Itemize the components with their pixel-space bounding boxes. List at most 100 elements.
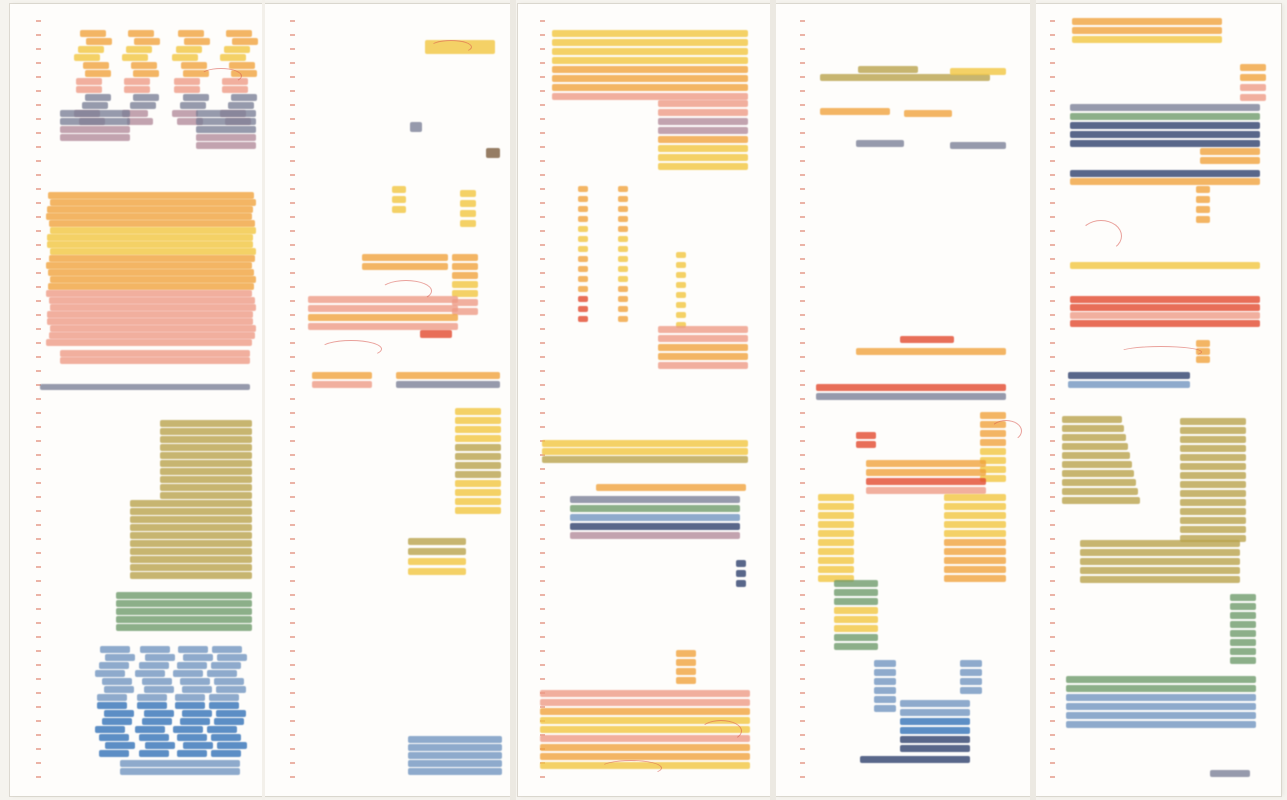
colour-stroke [1062, 425, 1124, 432]
colour-stroke [60, 134, 130, 141]
grid-tick-mark [36, 580, 41, 582]
grid-tick-mark [290, 202, 295, 204]
colour-stroke [80, 30, 106, 37]
colour-stroke [116, 608, 252, 615]
colour-stroke [99, 750, 130, 757]
grid-tick-mark [800, 174, 805, 176]
colour-stroke [542, 456, 748, 463]
colour-stroke [138, 662, 169, 669]
colour-stroke [874, 696, 896, 703]
grid-tick-mark [290, 328, 295, 330]
colour-stroke [596, 484, 746, 491]
colour-stroke [578, 316, 588, 322]
grid-tick-mark [36, 622, 41, 624]
colour-stroke [486, 148, 500, 158]
colour-stroke [618, 316, 628, 322]
colour-stroke [570, 505, 740, 512]
colour-stroke [818, 512, 854, 519]
colour-stroke [1180, 463, 1246, 470]
grid-tick-mark [800, 734, 805, 736]
colour-stroke [174, 694, 205, 701]
grid-tick-mark [800, 202, 805, 204]
colour-stroke [99, 734, 130, 741]
colour-stroke [1062, 443, 1128, 450]
colour-stroke [408, 736, 502, 743]
colour-stroke [182, 710, 213, 717]
grid-tick-mark [1050, 20, 1055, 22]
grid-tick-mark [540, 706, 545, 708]
colour-stroke [60, 357, 250, 364]
hand-annotation [990, 420, 1022, 442]
colour-stroke [144, 654, 175, 661]
grid-tick-mark [290, 244, 295, 246]
grid-tick-mark [800, 188, 805, 190]
colour-stroke [618, 206, 628, 212]
grid-tick-mark [1050, 510, 1055, 512]
colour-stroke [1196, 186, 1210, 193]
colour-stroke [1240, 94, 1266, 101]
colour-stroke [196, 126, 256, 133]
colour-stroke [100, 646, 130, 653]
panel-seam [770, 0, 776, 800]
grid-tick-mark [540, 230, 545, 232]
grid-tick-mark [290, 216, 295, 218]
colour-stroke [230, 70, 257, 77]
grid-tick-mark [540, 538, 545, 540]
colour-stroke [1062, 488, 1138, 495]
grid-tick-mark [800, 580, 805, 582]
grid-tick-mark [290, 524, 295, 526]
colour-stroke [160, 428, 252, 435]
colour-stroke [578, 226, 588, 232]
grid-tick-mark [540, 216, 545, 218]
grid-tick-mark [36, 566, 41, 568]
colour-stroke [1070, 178, 1260, 185]
grid-tick-mark [540, 650, 545, 652]
colour-stroke [818, 530, 854, 537]
colour-stroke [618, 306, 628, 312]
grid-tick-mark [1050, 188, 1055, 190]
colour-stroke [160, 436, 252, 443]
colour-stroke [618, 276, 628, 282]
grid-tick-mark [1050, 300, 1055, 302]
grid-tick-mark [290, 566, 295, 568]
colour-stroke [174, 86, 201, 93]
colour-stroke [180, 102, 207, 109]
colour-stroke [47, 269, 254, 276]
colour-stroke [1070, 104, 1260, 111]
colour-stroke [900, 727, 970, 734]
colour-stroke [552, 84, 748, 91]
colour-stroke [120, 768, 240, 775]
grid-tick-mark [36, 160, 41, 162]
grid-tick-mark [290, 664, 295, 666]
colour-stroke [618, 266, 628, 272]
hand-annotation [600, 760, 662, 776]
grid-tick-mark [540, 552, 545, 554]
colour-stroke [216, 742, 247, 749]
grid-tick-mark [800, 230, 805, 232]
colour-stroke [618, 256, 628, 262]
colour-stroke [133, 94, 160, 101]
colour-stroke [1230, 612, 1256, 619]
grid-tick-mark [540, 566, 545, 568]
colour-stroke [82, 102, 109, 109]
colour-stroke [578, 276, 588, 282]
colour-stroke [570, 532, 740, 539]
colour-stroke [136, 694, 167, 701]
grid-tick-mark [290, 286, 295, 288]
colour-stroke [542, 448, 748, 455]
grid-tick-mark [1050, 706, 1055, 708]
colour-stroke [820, 74, 990, 81]
colour-stroke [46, 241, 253, 248]
colour-stroke [658, 145, 748, 152]
grid-tick-mark [290, 104, 295, 106]
colour-stroke [142, 678, 173, 685]
colour-stroke [455, 462, 501, 469]
colour-stroke [460, 200, 476, 207]
grid-tick-mark [290, 608, 295, 610]
colour-stroke [392, 206, 406, 213]
grid-tick-mark [290, 482, 295, 484]
colour-stroke [834, 625, 878, 632]
grid-tick-mark [36, 510, 41, 512]
colour-stroke [944, 548, 1006, 555]
